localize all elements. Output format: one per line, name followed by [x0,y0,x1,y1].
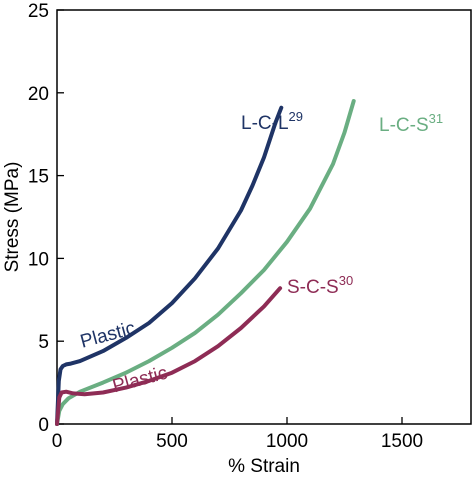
y-tick-label: 0 [38,415,49,436]
y-axis-title: Stress (MPa) [2,162,23,273]
series-label-l-c-s: L-C-S31 [379,111,443,136]
x-axis-title: % Strain [228,456,300,477]
axis-ticks: 0 500 1000 1500 0 5 10 15 20 25 [28,1,423,452]
x-tick-label: 500 [156,431,188,452]
y-tick-label: 15 [28,167,49,188]
series-label-l-c-l: L-C-L29 [241,109,303,134]
series-line-l-c-l [55,105,284,426]
series-label-s-c-s: S-C-S30 [287,273,353,298]
x-tick-label: 0 [52,431,63,452]
series-line-s-c-s [55,286,283,426]
x-tick-label: 1500 [381,431,423,452]
y-tick-label: 25 [28,1,49,22]
y-tick-label: 20 [28,84,49,105]
plot-border [56,9,472,425]
series-layer [55,99,356,426]
series-line-l-c-s [55,99,356,426]
plot-frame [56,9,472,425]
y-tick-label: 5 [38,332,49,353]
y-tick-label: 10 [28,249,49,270]
x-tick-label: 1000 [266,431,308,452]
